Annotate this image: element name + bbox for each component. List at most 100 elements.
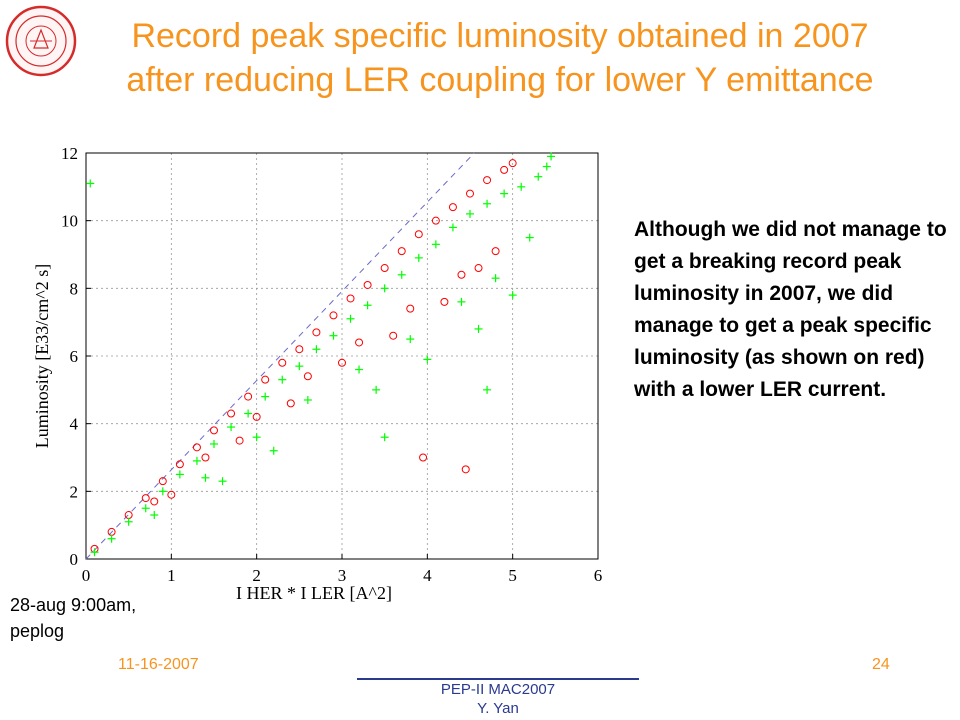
green-plus-point	[491, 274, 500, 283]
green-plus-point	[517, 182, 526, 191]
y-tick-label: 12	[61, 144, 78, 163]
green-plus-point	[355, 365, 364, 374]
title-line-1: Record peak specific luminosity obtained…	[131, 17, 869, 55]
x-tick-label: 6	[594, 566, 603, 585]
red-circle-point	[448, 203, 457, 212]
red-circle-point	[508, 159, 517, 168]
red-circle-point	[278, 358, 287, 367]
reference-line	[85, 152, 475, 560]
green-plus-point	[483, 199, 492, 208]
green-plus-point	[150, 511, 159, 520]
green-plus-point	[406, 335, 415, 344]
title-line-2: after reducing LER coupling for lower Y …	[126, 61, 874, 99]
red-circle-point	[192, 443, 201, 452]
green-plus-point	[346, 314, 355, 323]
red-circle-point	[244, 392, 253, 401]
green-plus-point	[312, 345, 321, 354]
green-plus-point	[90, 548, 99, 557]
footer-center-line-2: Y. Yan	[477, 700, 519, 717]
green-plus-point	[448, 223, 457, 232]
green-plus-point	[372, 385, 381, 394]
green-plus-point	[124, 517, 133, 526]
green-plus-point	[457, 297, 466, 306]
red-circle-point	[252, 412, 261, 421]
red-circle-point	[286, 399, 295, 408]
green-plus-point	[141, 504, 150, 513]
green-plus-point	[210, 439, 218, 448]
red-circle-point	[461, 465, 470, 474]
red-circle-point	[210, 426, 218, 435]
green-plus-point	[397, 270, 406, 279]
green-plus-point	[474, 324, 483, 333]
x-tick-label: 3	[338, 566, 347, 585]
y-tick-label: 6	[70, 347, 79, 366]
note-line-2: peplog	[10, 621, 65, 641]
red-circle-point	[303, 372, 312, 381]
x-tick-label: 1	[167, 566, 176, 585]
green-plus-point	[158, 487, 167, 496]
green-plus-point	[303, 395, 312, 404]
red-circle-point	[235, 436, 244, 445]
red-circle-point	[150, 497, 159, 506]
footer-date: 11-16-2007	[118, 656, 199, 673]
red-circle-point	[500, 165, 509, 174]
red-circle-point	[124, 511, 133, 520]
green-plus-point	[500, 189, 509, 198]
green-plus-point	[483, 385, 492, 394]
green-plus-point	[227, 423, 236, 432]
red-circle-point	[466, 189, 474, 198]
green-plus-point	[175, 470, 184, 479]
y-tick-label: 8	[70, 279, 79, 298]
green-plus-point	[508, 291, 517, 300]
green-plus-point	[431, 240, 440, 249]
red-circle-point	[175, 460, 184, 469]
red-circle-point	[483, 176, 492, 185]
green-plus-point	[192, 456, 201, 465]
data-points	[86, 152, 556, 557]
red-circle-point	[363, 280, 372, 289]
red-circle-point	[414, 230, 423, 239]
green-plus-point	[86, 179, 95, 188]
green-plus-point	[261, 392, 270, 401]
green-plus-point	[363, 301, 372, 310]
green-plus-point	[423, 355, 432, 364]
y-axis-label: Luminosity [E33/cm^2 s]	[32, 264, 52, 448]
red-circle-point	[167, 490, 176, 499]
green-plus-point	[329, 331, 338, 340]
y-tick-label: 0	[70, 550, 79, 569]
red-circle-point	[474, 264, 483, 273]
red-circle-point	[491, 247, 500, 256]
green-plus-point	[466, 209, 474, 218]
green-plus-point	[295, 362, 304, 371]
red-circle-point	[406, 304, 415, 313]
green-plus-point	[252, 433, 261, 442]
note-line-1: 28-aug 9:00am,	[10, 595, 137, 615]
red-circle-point	[329, 311, 338, 320]
red-circle-point	[312, 328, 321, 337]
source-note: 28-aug 9:00am, peplog	[10, 592, 210, 644]
red-circle-point	[440, 297, 449, 306]
y-tick-label: 10	[61, 212, 78, 231]
red-circle-point	[389, 331, 398, 340]
red-circle-point	[295, 345, 304, 354]
green-plus-point	[107, 534, 116, 543]
red-circle-point	[419, 453, 428, 462]
x-tick-label: 2	[252, 566, 261, 585]
footer-center: PEP-II MAC2007 Y. Yan	[398, 680, 598, 718]
red-circle-point	[346, 294, 355, 303]
green-plus-point	[547, 152, 556, 161]
green-plus-point	[201, 473, 210, 482]
slide-title: Record peak specific luminosity obtained…	[80, 14, 920, 102]
red-circle-point	[457, 270, 466, 279]
red-circle-point	[158, 477, 167, 486]
red-circle-point	[431, 216, 440, 225]
footer-divider	[357, 678, 639, 680]
red-circle-point	[338, 358, 346, 367]
green-plus-point	[244, 409, 253, 418]
x-tick-label: 4	[423, 566, 432, 585]
red-circle-point	[261, 375, 270, 384]
green-plus-point	[534, 172, 543, 181]
green-plus-point	[414, 253, 423, 262]
